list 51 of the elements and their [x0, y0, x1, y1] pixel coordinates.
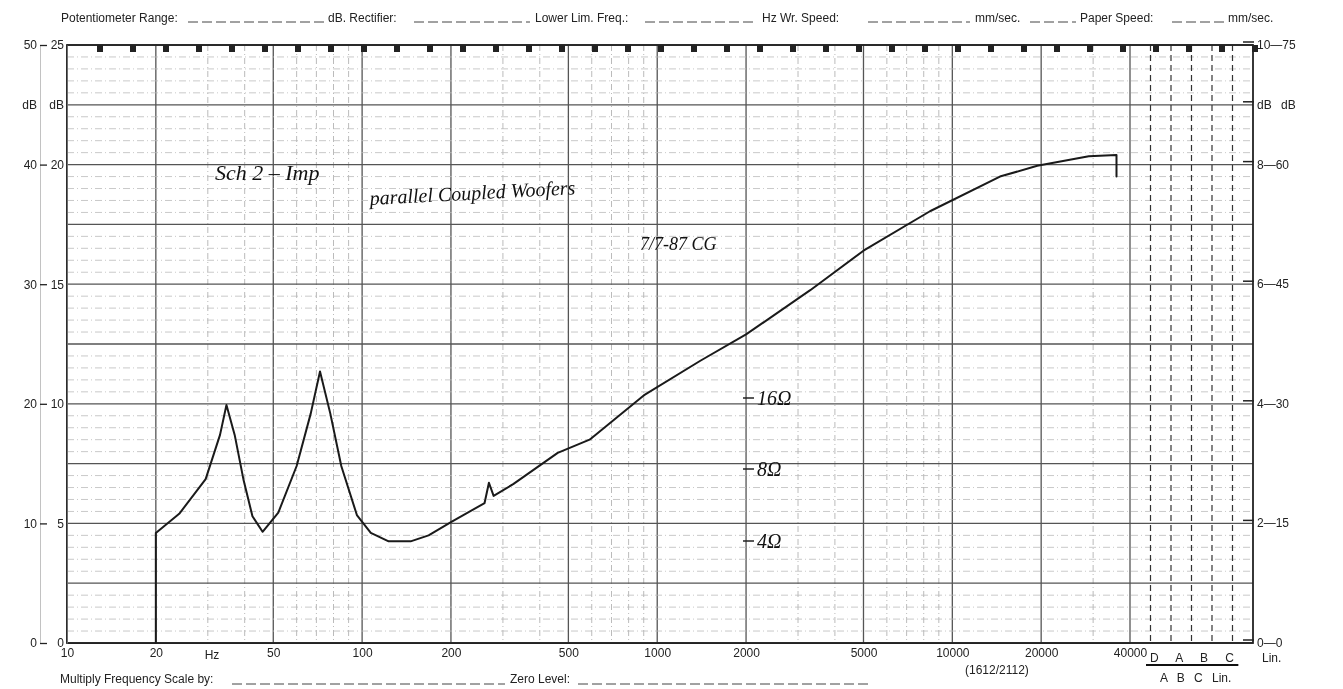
annotation: Sch 2 – Imp [215, 160, 320, 185]
x-tick-label: 200 [441, 645, 462, 660]
text: Multiply Frequency Scale by: [60, 672, 214, 686]
text: mm/sec. [975, 11, 1021, 25]
text: 2—15 [1257, 516, 1290, 531]
y-tick-label: 30 [23, 277, 38, 292]
annotation: 7/7-87 CG [640, 234, 717, 254]
text: Lin. [1262, 651, 1282, 665]
text: dB. Rectifier: [328, 11, 397, 25]
x-tick-label: 10000 [936, 645, 970, 660]
x-axis-title: Hz [204, 648, 220, 662]
x-tick-label: 40000 [1113, 645, 1148, 660]
annotation: 16Ω [757, 387, 792, 409]
x-tick-label: 5000 [850, 645, 878, 660]
x-tick-label: 20 [149, 645, 164, 660]
text: Zero Level: [510, 672, 571, 686]
y2-tick-label: 25 [50, 38, 65, 53]
x-tick-label: 1000 [644, 645, 672, 660]
y2-tick-label: 20 [50, 157, 65, 172]
text: 10—75 [1257, 38, 1297, 52]
y2-axis-title: dB [49, 97, 64, 112]
text: (1612/2112) [965, 663, 1029, 677]
y-tick-label: 10 [23, 516, 38, 531]
y-tick-label: 40 [23, 157, 38, 172]
text: 0—0 [1257, 636, 1283, 650]
x-tick-label: 20000 [1024, 645, 1059, 660]
annotation: parallel Coupled Woofers [367, 176, 577, 211]
x-tick-label: 100 [352, 645, 373, 660]
x-tick-label: 2000 [733, 645, 761, 660]
text: 6—45 [1257, 277, 1290, 292]
y-tick-label: 20 [23, 397, 38, 412]
x-tick-label: 500 [558, 645, 580, 660]
y2-tick-label: 10 [50, 397, 65, 412]
y2-tick-label: 15 [50, 277, 65, 292]
text: A B C Lin. [1160, 671, 1232, 685]
text: 4—30 [1257, 396, 1290, 411]
text: dB dB [1257, 97, 1296, 112]
text: Hz Wr. Speed: [762, 11, 840, 25]
y-tick-label: 50 [23, 38, 38, 53]
text: D A B C [1150, 651, 1235, 665]
x-tick-label: 50 [267, 645, 281, 660]
text: Paper Speed: [1080, 11, 1154, 25]
text: 8—60 [1257, 157, 1290, 172]
text: Lower Lim. Freq.: [535, 11, 629, 25]
annotation: 4Ω [757, 530, 782, 552]
text: mm/sec. [1228, 11, 1274, 25]
annotation: 8Ω [757, 458, 782, 480]
text: Potentiometer Range: [61, 11, 178, 25]
y2-tick-label: 5 [57, 516, 65, 531]
y-axis-title: dB [22, 97, 37, 112]
y-tick-label: 0 [30, 636, 38, 651]
